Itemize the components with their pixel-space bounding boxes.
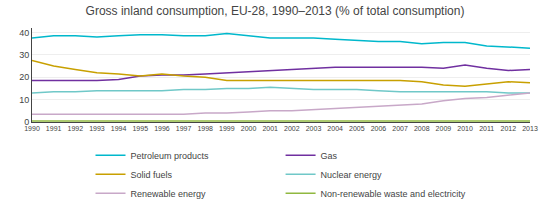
svg-text:Non-renewable waste and electr: Non-renewable waste and electricity bbox=[321, 189, 466, 199]
svg-text:1995: 1995 bbox=[132, 125, 148, 132]
svg-text:30: 30 bbox=[19, 50, 29, 60]
svg-text:Nuclear energy: Nuclear energy bbox=[321, 170, 383, 180]
svg-text:2006: 2006 bbox=[371, 125, 387, 132]
svg-text:1996: 1996 bbox=[154, 125, 170, 132]
svg-text:1991: 1991 bbox=[46, 125, 62, 132]
svg-text:1994: 1994 bbox=[111, 125, 127, 132]
svg-text:40: 40 bbox=[19, 28, 29, 38]
svg-text:0: 0 bbox=[24, 117, 29, 127]
svg-text:1997: 1997 bbox=[176, 125, 192, 132]
svg-text:2011: 2011 bbox=[479, 125, 494, 132]
svg-text:1990: 1990 bbox=[24, 125, 40, 132]
svg-text:10: 10 bbox=[19, 95, 29, 105]
svg-text:2010: 2010 bbox=[457, 125, 473, 132]
svg-text:2000: 2000 bbox=[241, 125, 257, 132]
svg-text:2001: 2001 bbox=[262, 125, 278, 132]
svg-text:Petroleum products: Petroleum products bbox=[131, 151, 210, 161]
svg-text:1992: 1992 bbox=[68, 125, 84, 132]
svg-text:1998: 1998 bbox=[197, 125, 213, 132]
svg-text:Gas: Gas bbox=[321, 151, 338, 161]
svg-text:2002: 2002 bbox=[284, 125, 300, 132]
svg-text:2008: 2008 bbox=[414, 125, 430, 132]
svg-text:2004: 2004 bbox=[327, 125, 343, 132]
svg-text:Solid fuels: Solid fuels bbox=[131, 170, 173, 180]
svg-text:1999: 1999 bbox=[219, 125, 235, 132]
svg-text:Gross inland consumption, EU-2: Gross inland consumption, EU-28, 1990–20… bbox=[86, 4, 465, 18]
svg-text:2007: 2007 bbox=[392, 125, 408, 132]
svg-text:20: 20 bbox=[19, 72, 29, 82]
svg-text:2009: 2009 bbox=[436, 125, 452, 132]
svg-text:Renewable energy: Renewable energy bbox=[131, 189, 207, 199]
svg-text:2005: 2005 bbox=[349, 125, 365, 132]
svg-text:1993: 1993 bbox=[89, 125, 105, 132]
svg-text:2003: 2003 bbox=[306, 125, 322, 132]
svg-text:2012: 2012 bbox=[501, 125, 517, 132]
svg-text:2013: 2013 bbox=[522, 125, 538, 132]
